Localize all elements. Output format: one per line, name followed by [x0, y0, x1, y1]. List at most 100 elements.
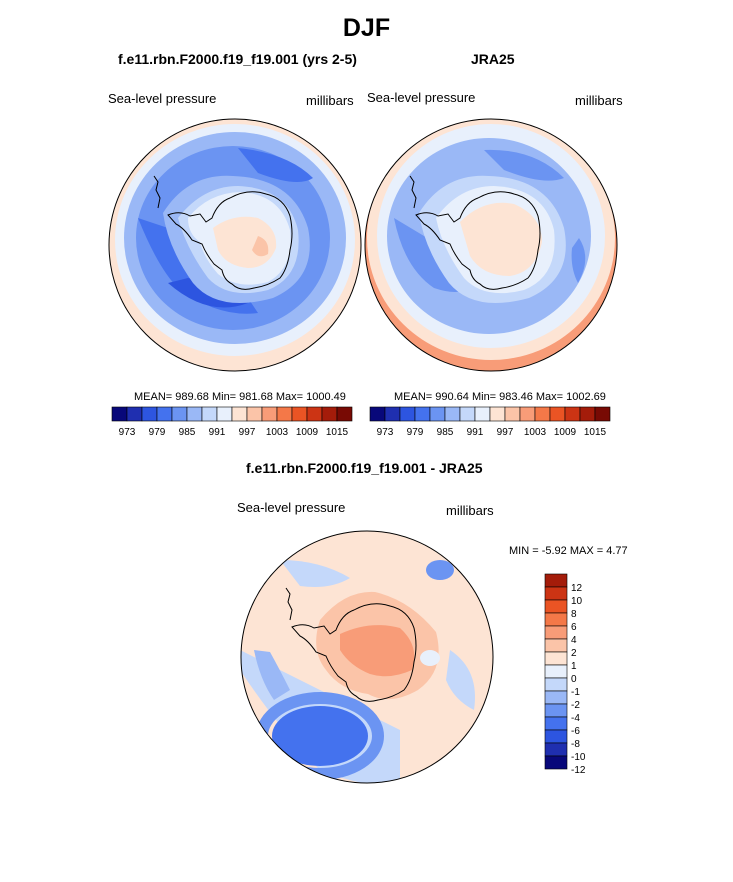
panel3-colorbar-tick-label: 6 — [571, 622, 577, 633]
panel3-colorbar-swatch-5 — [544, 638, 568, 653]
panel2-colorbar-tick-label: 1003 — [524, 427, 547, 438]
panel1-colorbar-tick-label: 991 — [209, 427, 226, 438]
panel1-colorbar-tick-label: 985 — [179, 427, 196, 438]
panel1-coastline — [167, 191, 293, 290]
panel1-colorbar-swatch-3 — [156, 406, 173, 422]
panel1-colorbar-swatch-9 — [246, 406, 263, 422]
panel2-colorbar-swatch-10 — [519, 406, 536, 422]
panel2-colorbar-swatch-2 — [399, 406, 416, 422]
panel3-colorbar-tick-label: -1 — [571, 687, 580, 698]
panel3-colorbar-swatch-2 — [544, 599, 568, 614]
panel2-stats: MEAN= 990.64 Min= 983.46 Max= 1002.69 — [394, 391, 606, 403]
panel1-map — [108, 118, 362, 372]
panel2-colorbar-swatch-13 — [564, 406, 581, 422]
panel3-south-america-coast — [285, 587, 293, 621]
panel1-colorbar: 973 979 985 991 997 1003 1009 1015 — [111, 406, 353, 438]
panel2-colorbar-swatch-9 — [504, 406, 521, 422]
panel3-fill-positive-core — [340, 625, 415, 677]
panel1-colorbar-swatch-8 — [231, 406, 248, 422]
panel2-colorbar-swatch-1 — [384, 406, 401, 422]
panel3-colorbar-swatch-3 — [544, 612, 568, 627]
panel3-colorbar-swatch-7 — [544, 664, 568, 679]
panel3-fill-negative-east — [446, 650, 475, 710]
panel2-colorbar-swatch-4 — [429, 406, 446, 422]
panel2-units-label: millibars — [575, 93, 623, 108]
panel2-south-america-coast — [409, 175, 417, 209]
panel3-coastline — [291, 603, 417, 702]
panel2-colorbar-tick-label: 1015 — [584, 427, 607, 438]
panel3-colorbar-swatch-6 — [544, 651, 568, 666]
panel3-colorbar-swatch-4 — [544, 625, 568, 640]
panel3-colorbar-tick-label: 12 — [571, 583, 583, 594]
panel1-stats: MEAN= 989.68 Min= 981.68 Max= 1000.49 — [134, 391, 346, 403]
panel3-colorbar-tick-label: -2 — [571, 700, 580, 711]
panel3-colorbar-tick-label: -12 — [571, 765, 586, 776]
panel2-fill-low-north — [484, 149, 564, 181]
panel2-colorbar-tick-label: 979 — [407, 427, 424, 438]
panel1-subtitle: f.e11.rbn.F2000.f19_f19.001 (yrs 2-5) — [118, 51, 357, 67]
panel3-colorbar-tick-label: -6 — [571, 726, 580, 737]
panel3-fill-negative-north — [280, 560, 350, 587]
panel1-colorbar-swatch-10 — [261, 406, 278, 422]
panel1-colorbar-tick-label: 1015 — [326, 427, 349, 438]
panel2-colorbar-swatch-7 — [474, 406, 491, 422]
panel1-colorbar-swatch-11 — [276, 406, 293, 422]
panel2-colorbar-swatch-8 — [489, 406, 506, 422]
panel3-map — [240, 530, 494, 784]
panel3-fill-negative-patch — [426, 560, 454, 580]
panel2-colorbar-swatch-12 — [549, 406, 566, 422]
panel1-south-america-coast — [153, 175, 161, 209]
panel3-colorbar-tick-label: 0 — [571, 674, 577, 685]
panel1-fill-plateau-high — [252, 236, 269, 257]
panel1-colorbar-swatch-13 — [306, 406, 323, 422]
panel1-colorbar-swatch-0 — [111, 406, 128, 422]
panel1-colorbar-swatch-15 — [336, 406, 353, 422]
panel2-colorbar-tick-label: 973 — [377, 427, 394, 438]
panel1-colorbar-tick-label: 1003 — [266, 427, 289, 438]
panel2-colorbar-swatch-11 — [534, 406, 551, 422]
panel1-colorbar-swatch-6 — [201, 406, 218, 422]
panel2-colorbar-tick-label: 991 — [467, 427, 484, 438]
panel3-colorbar-tick-label: 2 — [571, 648, 577, 659]
panel1-fill-low-north — [238, 148, 313, 182]
panel3-colorbar-tick-label: 4 — [571, 635, 577, 646]
panel2-colorbar-swatch-3 — [414, 406, 431, 422]
panel3-colorbar-swatch-12 — [544, 729, 568, 744]
panel3-colorbar-tick-label: 10 — [571, 596, 583, 607]
panel2-colorbar-swatch-14 — [579, 406, 596, 422]
panel1-colorbar-swatch-12 — [291, 406, 308, 422]
panel1-colorbar-tick-label: 1009 — [296, 427, 319, 438]
panel3-fill-negative-low — [254, 650, 290, 700]
page-title: DJF — [342, 14, 391, 42]
panel3-variable-label: Sea-level pressure — [237, 500, 346, 515]
panel3-colorbar-swatch-9 — [544, 690, 568, 705]
panel3-colorbar-swatch-14 — [544, 755, 568, 770]
panel2-colorbar: 973 979 985 991 997 1003 1009 1015 — [369, 406, 611, 438]
panel3-colorbar-tick-label: 1 — [571, 661, 577, 672]
panel3-colorbar-swatch-11 — [544, 716, 568, 731]
panel3-colorbar-tick-label: 8 — [571, 609, 577, 620]
panel2-colorbar-swatch-15 — [594, 406, 611, 422]
panel2-subtitle: JRA25 — [471, 51, 515, 67]
panel1-colorbar-swatch-4 — [171, 406, 188, 422]
panel1-colorbar-swatch-5 — [186, 406, 203, 422]
panel2-map — [364, 118, 618, 372]
panel1-colorbar-tick-label: 997 — [239, 427, 256, 438]
panel3-fill-neutral-spot — [420, 650, 440, 666]
panel3-colorbar-tick-label: -4 — [571, 713, 580, 724]
panel3-units-label: millibars — [446, 503, 494, 518]
panel1-colorbar-tick-label: 973 — [119, 427, 136, 438]
panel3-colorbar-tick-label: -8 — [571, 739, 580, 750]
panel1-colorbar-swatch-1 — [126, 406, 143, 422]
panel2-fill-low-east — [571, 238, 586, 283]
panel1-variable-label: Sea-level pressure — [108, 91, 217, 106]
panel2-colorbar-tick-label: 1009 — [554, 427, 577, 438]
panel2-colorbar-swatch-5 — [444, 406, 461, 422]
panel2-colorbar-swatch-0 — [369, 406, 386, 422]
panel3-colorbar-swatch-0 — [544, 573, 568, 588]
panel1-colorbar-tick-label: 979 — [149, 427, 166, 438]
panel1-units-label: millibars — [306, 93, 354, 108]
panel1-colorbar-swatch-2 — [141, 406, 158, 422]
panel1-colorbar-swatch-14 — [321, 406, 338, 422]
